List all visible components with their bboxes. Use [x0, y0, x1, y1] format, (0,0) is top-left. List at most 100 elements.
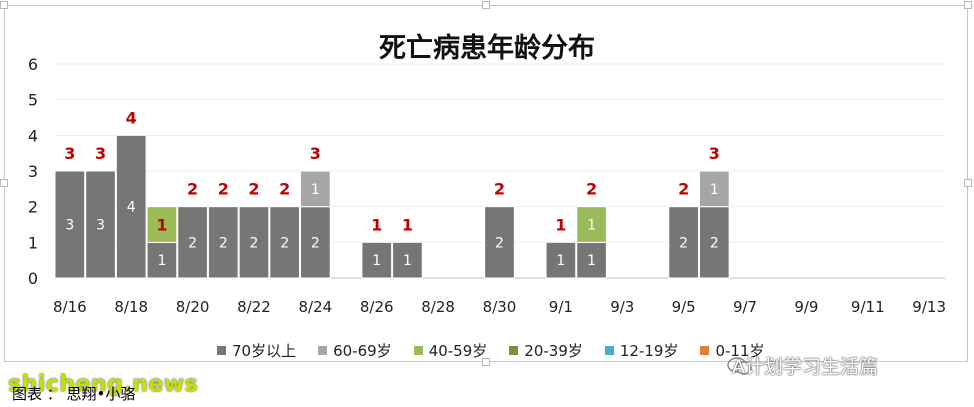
x-tick-label: 9/1	[549, 298, 573, 316]
bar-segment	[85, 170, 116, 279]
x-tick-label: 9/5	[672, 298, 696, 316]
bar-segment	[668, 206, 699, 279]
bar-segment	[269, 206, 301, 279]
bar-total-label: 1	[156, 215, 167, 234]
resize-handle-top[interactable]	[482, 1, 490, 9]
legend-swatch	[217, 346, 226, 355]
y-tick-label: 4	[28, 126, 38, 145]
x-tick-label: 9/3	[610, 298, 634, 316]
bar-total-label: 3	[64, 144, 75, 163]
bar-segment	[361, 241, 393, 279]
segment-value-label: 4	[127, 200, 136, 216]
bar-segment	[207, 206, 239, 279]
x-tick-label: 8/20	[176, 298, 210, 316]
legend-label: 12-19岁	[619, 342, 679, 360]
legend-item: 40-59岁	[413, 340, 488, 361]
y-tick-label: 3	[28, 162, 38, 181]
legend-swatch	[700, 346, 710, 355]
legend-item: 12-19岁	[604, 340, 679, 361]
bar-total-label: 2	[248, 180, 259, 199]
bar-total-label: 3	[709, 144, 720, 163]
bar-total-label: 1	[371, 215, 382, 234]
resize-handle-top-right[interactable]	[964, 1, 972, 9]
watermark-site: shicheng.news	[8, 372, 199, 397]
bar-total-label: 2	[218, 180, 229, 199]
legend-label: 20-39岁	[524, 342, 583, 360]
chart-frame: 死亡病患年龄分布 0 1 2 3 4 5 6 3 3 8/16 3 3 4 4 8/18 1 1 1 2 2 8/20 2…	[4, 5, 968, 362]
x-tick-label: 9/13	[912, 298, 946, 316]
bar-segment	[576, 206, 607, 243]
legend-label: 60-69岁	[333, 342, 392, 360]
segment-value-label: 1	[587, 218, 596, 234]
y-tick-label: 2	[28, 198, 38, 217]
legend-item: 60-69岁	[318, 340, 392, 361]
watermark-account: A计划学习生活篇	[732, 356, 878, 378]
resize-handle-top-left[interactable]	[0, 1, 8, 9]
segment-value-label: 1	[311, 182, 320, 198]
legend-item: 20-39岁	[509, 340, 583, 361]
segment-value-label: 2	[219, 235, 228, 251]
y-tick-label: 6	[28, 55, 38, 74]
legend-item: 0-11岁	[700, 340, 765, 361]
bar-segment	[146, 241, 178, 279]
segment-value-label: 1	[556, 253, 565, 269]
bar-segment	[300, 206, 331, 279]
segment-value-label: 2	[495, 235, 504, 251]
bar-total-label: 1	[402, 215, 413, 234]
segment-value-label: 2	[679, 235, 688, 251]
bar-total-label: 2	[586, 180, 597, 199]
bar-segment	[238, 206, 270, 279]
x-tick-label: 8/28	[421, 298, 455, 316]
segment-value-label: 1	[157, 253, 166, 269]
legend-swatch	[509, 346, 519, 355]
x-tick-label: 9/7	[733, 298, 757, 316]
x-tick-label: 8/16	[53, 298, 87, 316]
y-tick-label: 0	[28, 269, 38, 288]
segment-value-label: 2	[710, 235, 719, 251]
x-tick-label: 8/18	[114, 298, 148, 316]
x-tick-label: 8/26	[360, 298, 394, 316]
bar-segment	[115, 134, 147, 279]
bar-segment	[484, 206, 515, 279]
bar-segment	[392, 241, 423, 279]
x-tick-label: 8/22	[237, 298, 271, 316]
bar-total-label: 4	[126, 108, 137, 127]
bar-segment	[177, 206, 208, 279]
bar-total-label: 3	[310, 144, 321, 163]
y-tick-label: 1	[28, 233, 38, 252]
legend-label: 40-59岁	[428, 342, 488, 360]
bar-total-label: 2	[279, 180, 290, 199]
resize-handle-right[interactable]	[964, 179, 972, 187]
bar-segment	[545, 241, 577, 279]
bar-total-label: 1	[555, 215, 566, 234]
bar-segment	[146, 206, 178, 243]
segment-value-label: 2	[311, 235, 320, 251]
legend-item: 70岁以上	[217, 340, 296, 361]
resize-handle-bottom[interactable]	[482, 358, 490, 366]
figure-caption: 图表 ： 思翔•小骆	[12, 385, 136, 403]
segment-value-label: 1	[372, 253, 381, 269]
x-tick-label: 8/30	[483, 298, 517, 316]
chart-plot: 0123456338/1633448/18111228/2022228/2222…	[28, 55, 946, 316]
legend-swatch	[318, 346, 328, 355]
x-tick-label: 8/24	[299, 298, 333, 316]
bar-segment	[300, 170, 331, 208]
legend-swatch	[413, 346, 423, 355]
bar-segment	[698, 170, 730, 208]
segment-value-label: 1	[157, 218, 166, 234]
segment-value-label: 1	[587, 253, 596, 269]
segment-value-label: 3	[65, 218, 74, 234]
segment-value-label: 1	[710, 182, 719, 198]
segment-value-label: 2	[188, 235, 197, 251]
bar-total-label: 3	[95, 144, 106, 163]
legend-label: 0-11岁	[715, 342, 765, 360]
bar-total-label: 2	[494, 180, 505, 199]
legend-swatch	[604, 346, 614, 355]
segment-value-label: 2	[250, 235, 259, 251]
resize-handle-left[interactable]	[0, 179, 8, 187]
legend-label: 70岁以上	[232, 342, 297, 360]
x-tick-label: 9/11	[851, 298, 885, 316]
segment-value-label: 1	[403, 253, 412, 269]
bar-total-label: 2	[678, 180, 689, 199]
segment-value-label: 3	[96, 218, 105, 234]
